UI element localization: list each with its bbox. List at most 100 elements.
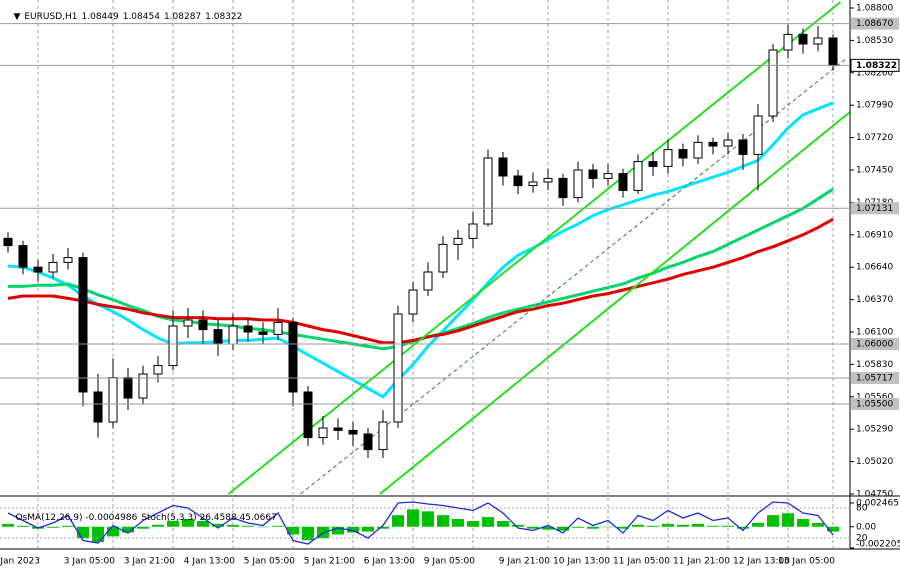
osma-bar — [752, 522, 764, 527]
candle-body — [798, 33, 808, 45]
candle-body — [393, 313, 403, 423]
x-tick-label: 9 Jan 21:00 — [499, 557, 551, 567]
candle-body — [663, 149, 673, 167]
osma-bar — [482, 517, 494, 527]
candle-body — [813, 37, 823, 45]
y-tick-label: 1.07450 — [856, 166, 893, 176]
osma-bar — [62, 525, 74, 527]
osma-bar — [212, 523, 224, 527]
candle-body — [528, 181, 538, 187]
x-tick-label: 2 Jan 2023 — [0, 557, 40, 567]
candle-body — [453, 237, 463, 245]
symbol: EURUSD,H1 — [24, 12, 78, 22]
y-tick-label: 1.06910 — [856, 230, 893, 240]
menu-arrow[interactable]: ▼ — [13, 12, 21, 22]
osma-bar — [737, 526, 749, 529]
osma-bar — [242, 525, 254, 527]
chart-header: ▼ EURUSD,H1 1.08449 1.08454 1.08287 1.08322 — [2, 2, 246, 32]
candle-body — [783, 33, 793, 51]
level-label: 1.08670 — [856, 19, 893, 29]
osma-bar — [572, 526, 584, 528]
candle-body — [828, 37, 838, 67]
osma-bar — [152, 524, 164, 527]
osma-bar — [377, 526, 389, 529]
candle-body — [303, 391, 313, 439]
y-tick-label: 1.08800 — [856, 4, 893, 14]
candle-body — [738, 139, 748, 155]
candle-body — [618, 173, 628, 191]
osma-bar — [347, 526, 359, 533]
candle-body — [183, 319, 193, 327]
osma-bar — [362, 526, 374, 532]
osma-bar — [2, 523, 14, 527]
level-label: 1.05717 — [856, 373, 893, 383]
candle-body — [678, 149, 688, 159]
level-tag — [850, 58, 900, 72]
candle-body — [258, 331, 268, 335]
candle-body — [768, 49, 778, 117]
osma-bar — [197, 520, 209, 527]
candle-body — [153, 365, 163, 375]
osma-bar — [467, 520, 479, 527]
candle-body — [213, 329, 223, 345]
osma-bar — [767, 515, 779, 527]
osma-bar — [257, 526, 269, 528]
candle-body — [3, 237, 13, 247]
x-tick-label: 13 Jan 05:00 — [778, 557, 835, 567]
x-tick-label: 10 Jan 13:00 — [553, 557, 610, 567]
y-tick-label: 1.08260 — [856, 68, 893, 78]
candle-body — [138, 373, 148, 399]
x-tick-label: 5 Jan 05:00 — [244, 557, 296, 567]
candle-body — [588, 169, 598, 179]
moving-average — [7, 217, 834, 345]
y-tick-label: 1.05290 — [856, 425, 893, 435]
osma-bar — [677, 524, 689, 527]
osma-bar — [392, 515, 404, 527]
candle-body — [558, 177, 568, 199]
osma-bar — [332, 526, 344, 535]
candle-body — [633, 161, 643, 191]
candle-body — [318, 427, 328, 439]
candle-body — [198, 319, 208, 331]
candle-body — [498, 157, 508, 177]
osma-bar — [122, 526, 134, 533]
osma-bar — [272, 525, 284, 527]
osma-bar — [497, 520, 509, 527]
y-tick-label: 1.07990 — [856, 101, 893, 111]
candles — [3, 24, 838, 458]
osma-bar — [602, 526, 614, 528]
osma-bar — [812, 522, 824, 527]
osma-bar — [407, 509, 419, 527]
y-tick-label: 1.06100 — [856, 328, 893, 338]
osma-bar — [452, 519, 464, 527]
level-tag — [851, 371, 899, 384]
trend-line — [379, 111, 851, 495]
osma-bar — [527, 526, 539, 529]
level-tag — [851, 202, 899, 215]
candle-body — [363, 433, 373, 451]
y-tick-label: 1.05560 — [856, 392, 893, 402]
ma-lines — [7, 101, 834, 399]
candle-body — [18, 245, 28, 268]
stoch-tick-label: 80 — [856, 504, 868, 514]
x-tick-label: 9 Jan 05:00 — [424, 557, 476, 567]
candle-body — [648, 161, 658, 167]
osma-bar — [722, 525, 734, 527]
y-tick-label: 1.05020 — [856, 457, 893, 467]
osma-bar — [302, 526, 314, 541]
osma-bar — [107, 526, 119, 537]
candle-body — [348, 429, 358, 435]
osma-bar — [437, 515, 449, 527]
osma-label: OsMA(12,26,9) -0.0004986 — [15, 513, 138, 523]
candle-body — [468, 223, 478, 239]
y-tick-label: 1.06370 — [856, 295, 893, 305]
candle-body — [168, 325, 178, 367]
level-tag — [851, 17, 899, 30]
candle-body — [123, 377, 133, 399]
candle-body — [573, 169, 583, 199]
osma-bar — [557, 526, 569, 531]
osma-tick-label: 0.0024657 — [856, 499, 900, 509]
osma-bar — [167, 520, 179, 527]
candle-body — [408, 289, 418, 315]
